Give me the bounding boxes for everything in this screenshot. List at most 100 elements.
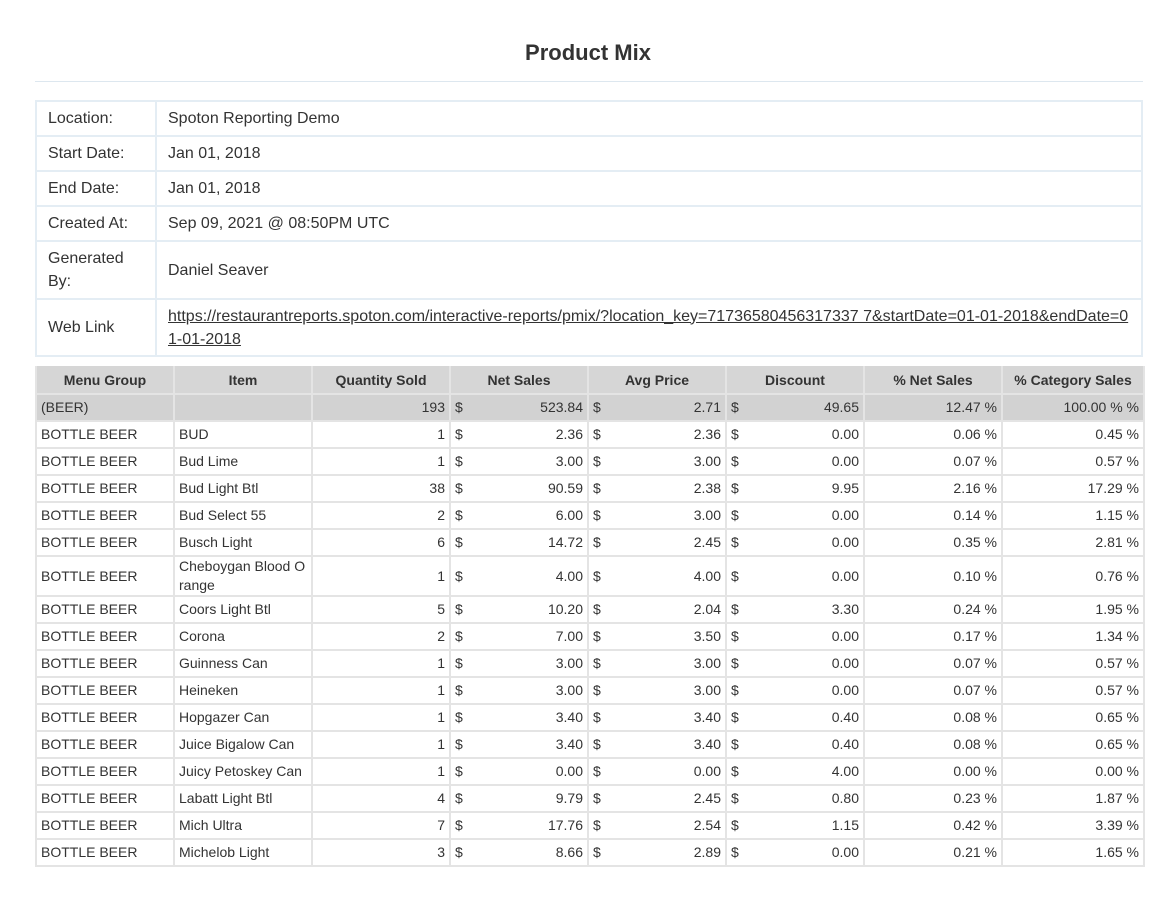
cell-item: [173, 393, 313, 422]
cell-menu-group: BOTTLE BEER: [35, 622, 175, 651]
amount: 3.40: [693, 736, 721, 752]
cell-quantity: 4: [311, 784, 451, 813]
info-row-end-date: End Date: Jan 01, 2018: [35, 170, 1143, 207]
currency-symbol: $: [455, 399, 463, 415]
cell-item: Labatt Light Btl: [173, 784, 313, 813]
cell-net-sales: $6.00: [449, 501, 589, 530]
currency-symbol: $: [593, 709, 601, 725]
product-mix-table: Menu Group Item Quantity Sold Net Sales …: [35, 366, 1145, 867]
amount: 0.80: [831, 790, 859, 806]
cell-menu-group: BOTTLE BEER: [35, 528, 175, 557]
cell-menu-group: BOTTLE BEER: [35, 447, 175, 476]
cell-avg-price: $3.50: [587, 622, 727, 651]
currency-symbol: $: [731, 655, 739, 671]
amount: 0.00: [831, 453, 859, 469]
cell-net-sales: $3.00: [449, 447, 589, 476]
currency-symbol: $: [731, 736, 739, 752]
cell-menu-group: BOTTLE BEER: [35, 811, 175, 840]
cell-quantity: 1: [311, 649, 451, 678]
cell-pct-net-sales: 12.47 %: [863, 393, 1003, 422]
cell-discount: $0.00: [725, 676, 865, 705]
cell-menu-group: BOTTLE BEER: [35, 676, 175, 705]
amount: 4.00: [831, 763, 859, 779]
cell-item: Juicy Petoskey Can: [173, 757, 313, 786]
amount: 3.00: [555, 682, 583, 698]
info-value-web-link: https://restaurantreports.spoton.com/int…: [155, 298, 1143, 357]
currency-symbol: $: [593, 736, 601, 752]
cell-pct-net-sales: 0.07 %: [863, 447, 1003, 476]
currency-symbol: $: [731, 763, 739, 779]
cell-pct-net-sales: 0.23 %: [863, 784, 1003, 813]
cell-quantity: 2: [311, 501, 451, 530]
amount: 2.45: [693, 790, 721, 806]
currency-symbol: $: [455, 736, 463, 752]
currency-symbol: $: [455, 655, 463, 671]
amount: 0.00: [693, 763, 721, 779]
cell-quantity: 1: [311, 703, 451, 732]
web-link[interactable]: https://restaurantreports.spoton.com/int…: [168, 307, 1129, 348]
cell-menu-group: (BEER): [35, 393, 175, 422]
table-row: BOTTLE BEER Bud Select 55 2 $6.00 $3.00 $0.00…: [35, 501, 1145, 530]
table-row: BOTTLE BEER Corona 2 $7.00 $3.50 $0.00 0.17 % 1…: [35, 622, 1145, 651]
amount: 0.00: [831, 507, 859, 523]
amount: 3.00: [693, 655, 721, 671]
amount: 14.72: [547, 534, 583, 550]
cell-discount: $9.95: [725, 474, 865, 503]
currency-symbol: $: [593, 790, 601, 806]
cell-discount: $0.00: [725, 501, 865, 530]
table-row: BOTTLE BEER BUD 1 $2.36 $2.36 $0.00 0.06 % 0.45…: [35, 420, 1145, 449]
currency-symbol: $: [455, 480, 463, 496]
cell-menu-group: BOTTLE BEER: [35, 757, 175, 786]
currency-symbol: $: [731, 480, 739, 496]
cell-quantity: 5: [311, 595, 451, 624]
cell-menu-group: BOTTLE BEER: [35, 703, 175, 732]
cell-item: Mich Ultra: [173, 811, 313, 840]
cell-avg-price: $2.38: [587, 474, 727, 503]
table-row: BOTTLE BEER Busch Light 6 $14.72 $2.45 $0.00 0…: [35, 528, 1145, 557]
cell-quantity: 38: [311, 474, 451, 503]
cell-quantity: 1: [311, 447, 451, 476]
cell-item: Bud Select 55: [173, 501, 313, 530]
currency-symbol: $: [731, 534, 739, 550]
currency-symbol: $: [593, 817, 601, 833]
cell-pct-net-sales: 0.35 %: [863, 528, 1003, 557]
cell-menu-group: BOTTLE BEER: [35, 730, 175, 759]
cell-pct-category-sales: 2.81 %: [1001, 528, 1145, 557]
cell-pct-net-sales: 0.10 %: [863, 555, 1003, 597]
cell-net-sales: $7.00: [449, 622, 589, 651]
info-label: Created At:: [35, 205, 157, 242]
cell-avg-price: $3.00: [587, 501, 727, 530]
cell-pct-net-sales: 0.42 %: [863, 811, 1003, 840]
table-row: BOTTLE BEER Bud Lime 1 $3.00 $3.00 $0.00 0.07 …: [35, 447, 1145, 476]
currency-symbol: $: [455, 817, 463, 833]
amount: 9.79: [555, 790, 583, 806]
cell-item: Corona: [173, 622, 313, 651]
currency-symbol: $: [455, 763, 463, 779]
currency-symbol: $: [593, 426, 601, 442]
amount: 3.40: [693, 709, 721, 725]
cell-discount: $0.40: [725, 703, 865, 732]
cell-menu-group: BOTTLE BEER: [35, 649, 175, 678]
currency-symbol: $: [593, 534, 601, 550]
cell-quantity: 2: [311, 622, 451, 651]
currency-symbol: $: [455, 709, 463, 725]
amount: 49.65: [823, 399, 859, 415]
col-header-quantity-sold: Quantity Sold: [311, 366, 451, 395]
cell-avg-price: $2.36: [587, 420, 727, 449]
currency-symbol: $: [593, 655, 601, 671]
amount: 0.00: [831, 655, 859, 671]
amount: 2.36: [693, 426, 721, 442]
currency-symbol: $: [455, 507, 463, 523]
cell-pct-net-sales: 0.07 %: [863, 649, 1003, 678]
cell-net-sales: $3.40: [449, 703, 589, 732]
cell-net-sales: $8.66: [449, 838, 589, 867]
info-row-generated-by: Generated By: Daniel Seaver: [35, 240, 1143, 300]
currency-symbol: $: [731, 790, 739, 806]
cell-menu-group: BOTTLE BEER: [35, 555, 175, 597]
table-row: BOTTLE BEER Mich Ultra 7 $17.76 $2.54 $1.15 0.…: [35, 811, 1145, 840]
cell-pct-net-sales: 2.16 %: [863, 474, 1003, 503]
cell-avg-price: $3.40: [587, 730, 727, 759]
currency-symbol: $: [731, 453, 739, 469]
cell-quantity: 1: [311, 420, 451, 449]
currency-symbol: $: [455, 628, 463, 644]
